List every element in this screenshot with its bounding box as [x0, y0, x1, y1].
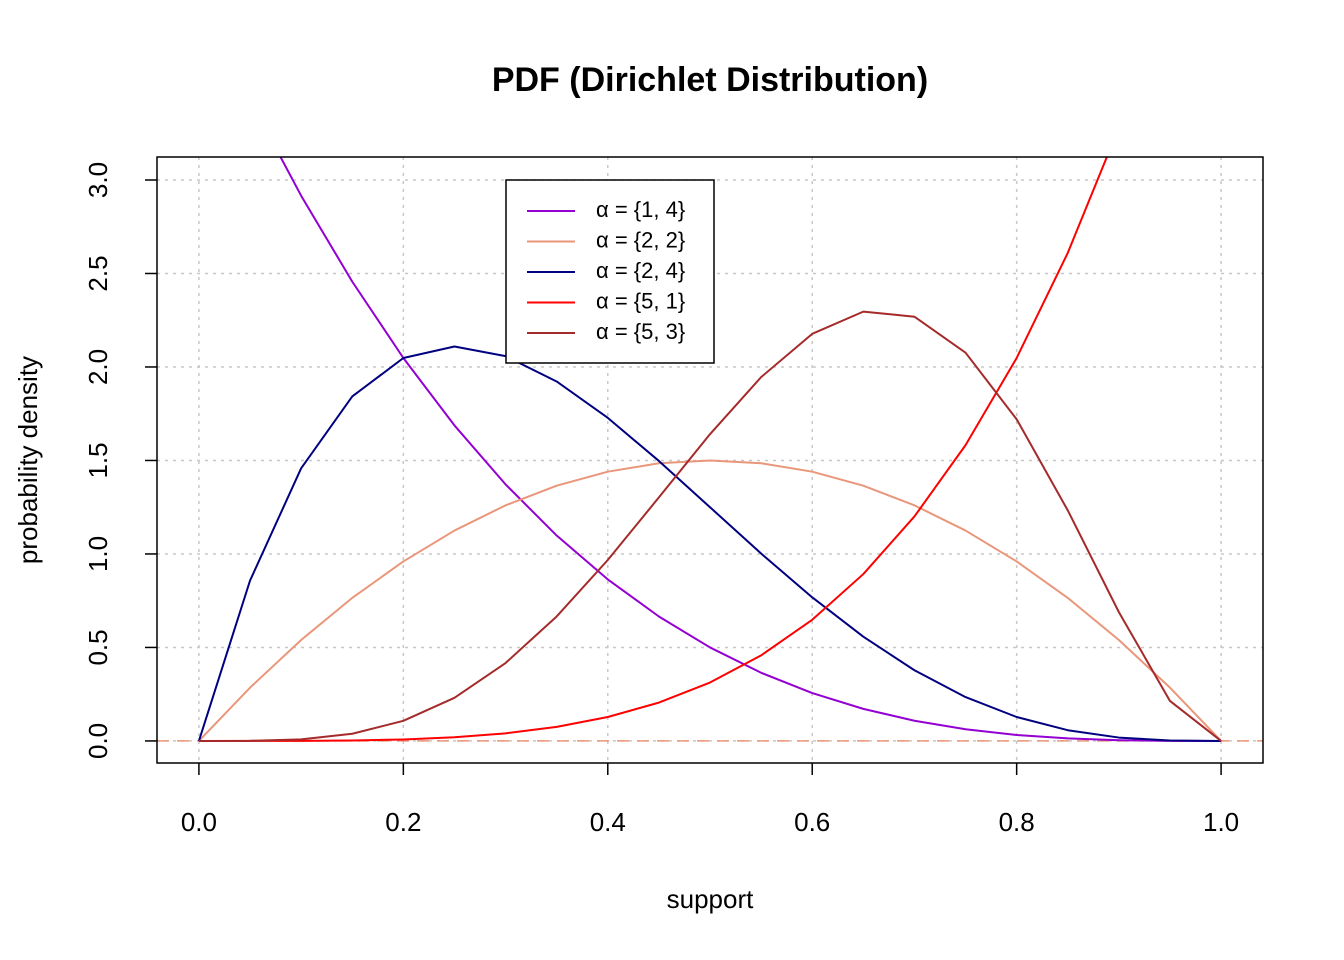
y-tick-label: 1.0 — [83, 536, 113, 572]
legend-label: α = {5, 1} — [596, 288, 685, 313]
legend: α = {1, 4} α = {2, 2} α = {2, 4} α = {5, 1}… — [505, 179, 715, 364]
y-tick-label: 2.5 — [83, 255, 113, 291]
x-tick-label: 0.4 — [590, 807, 626, 837]
y-tick-label: 2.0 — [83, 349, 113, 385]
legend-label: α = {1, 4} — [596, 197, 685, 222]
plot-area — [157, 157, 1263, 742]
series-line — [197, 345, 1222, 742]
x-tick-label: 0.8 — [999, 807, 1035, 837]
series-line — [198, 310, 1222, 742]
axes: 0.0 0.2 0.4 0.6 0.8 1.0 0.0 0.5 1.0 1.5 2.0 2.5 3.0 — [83, 162, 1239, 837]
y-tick-label: 0.0 — [83, 723, 113, 759]
x-tick-label: 0.2 — [385, 807, 421, 837]
x-tick-label: 0.0 — [181, 807, 217, 837]
series-line — [198, 157, 1108, 742]
x-axis-label: support — [667, 884, 754, 914]
legend-label: α = {2, 2} — [596, 227, 685, 252]
legend-label: α = {2, 4} — [596, 258, 685, 283]
series-line — [198, 459, 1222, 742]
legend-label: α = {5, 3} — [596, 319, 685, 344]
x-tick-label: 1.0 — [1203, 807, 1239, 837]
x-tick-label: 0.6 — [794, 807, 830, 837]
y-tick-label: 1.5 — [83, 442, 113, 478]
y-tick-label: 0.5 — [83, 629, 113, 665]
y-axis-label: probability density — [13, 356, 43, 564]
chart-title: PDF (Dirichlet Distribution) — [492, 61, 928, 99]
series-line — [279, 157, 1222, 742]
y-tick-label: 3.0 — [83, 162, 113, 198]
